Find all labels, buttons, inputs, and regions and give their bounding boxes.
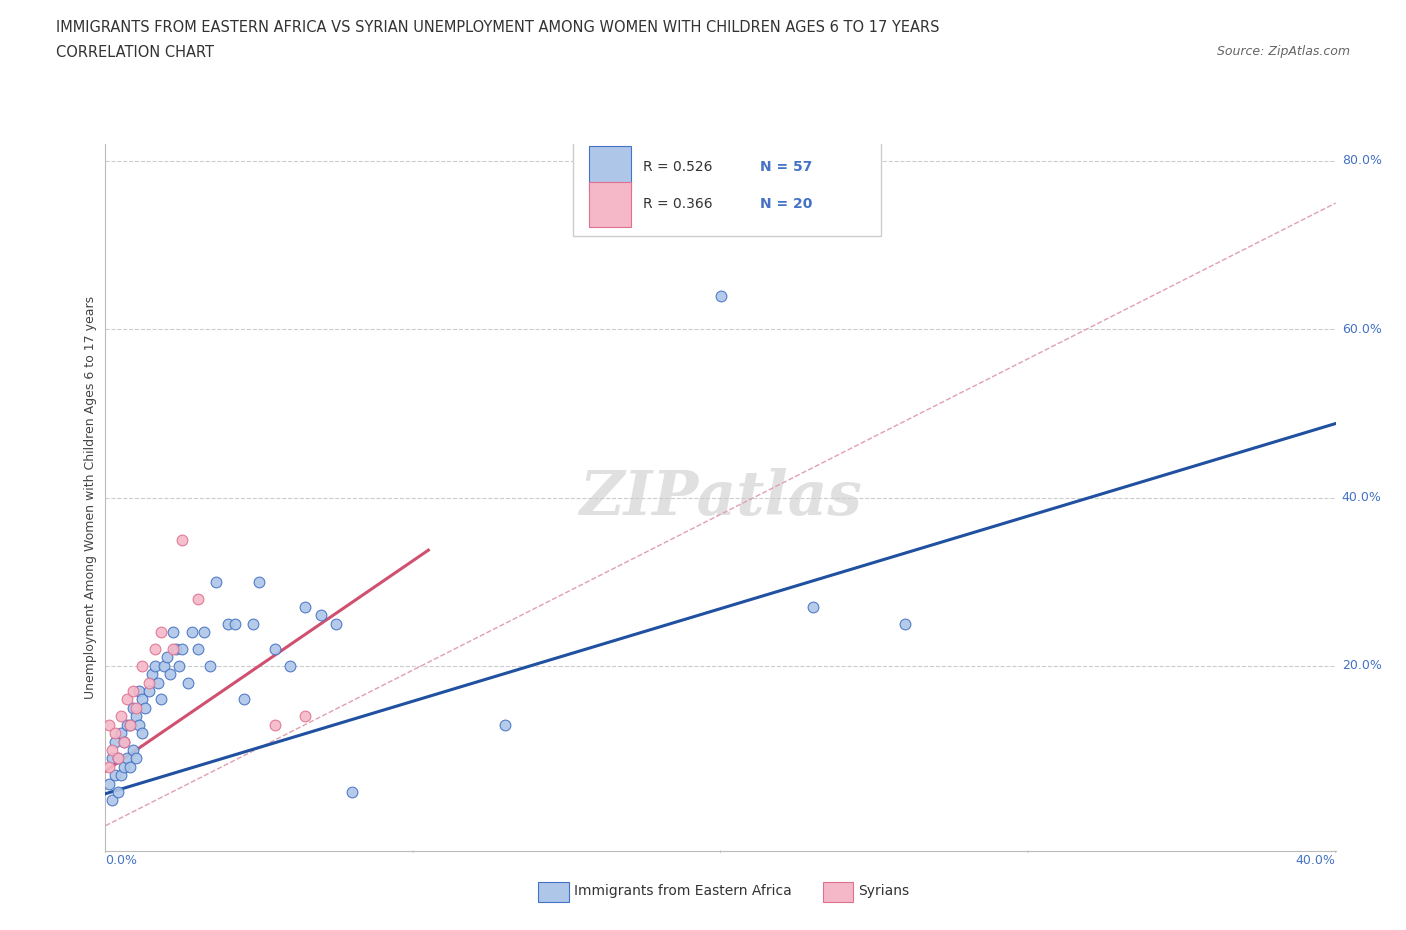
Point [112, 734, 135, 749]
Point [187, 591, 209, 606]
Point [494, 717, 516, 732]
Point [104, 725, 127, 740]
Point [710, 288, 733, 303]
Point [218, 617, 240, 631]
Point [107, 751, 129, 765]
Point [125, 751, 148, 765]
Point [125, 709, 148, 724]
Point [325, 617, 347, 631]
Point [172, 642, 194, 657]
Point [104, 734, 127, 749]
Point [138, 684, 160, 698]
Point [224, 617, 246, 631]
Text: 40.0%: 40.0% [1296, 855, 1336, 868]
Point [205, 574, 228, 589]
Text: ZIPatlas: ZIPatlas [579, 468, 862, 527]
Point [107, 751, 129, 765]
Point [242, 617, 264, 631]
Text: 0.0%: 0.0% [105, 855, 138, 868]
Point [131, 658, 153, 673]
Point [193, 625, 215, 640]
Point [115, 692, 138, 707]
Point [115, 751, 138, 765]
Point [122, 684, 145, 698]
Point [172, 532, 194, 547]
Point [134, 700, 156, 715]
Point [294, 600, 316, 615]
Point [100, 793, 122, 808]
Point [247, 574, 270, 589]
Point [97, 717, 120, 732]
Point [165, 642, 187, 657]
Point [97, 777, 120, 791]
Point [128, 717, 150, 732]
Text: N = 57: N = 57 [761, 161, 813, 175]
Point [156, 650, 179, 665]
Point [122, 700, 145, 715]
Point [100, 742, 122, 757]
Y-axis label: Unemployment Among Women with Children Ages 6 to 17 years: Unemployment Among Women with Children A… [84, 296, 97, 699]
Point [110, 725, 132, 740]
Text: CORRELATION CHART: CORRELATION CHART [56, 45, 214, 60]
Point [141, 667, 163, 682]
Text: 60.0%: 60.0% [1341, 323, 1382, 336]
Point [131, 725, 153, 740]
Point [149, 692, 172, 707]
Text: R = 0.366: R = 0.366 [643, 197, 713, 211]
Point [894, 617, 917, 631]
Point [146, 675, 169, 690]
Text: Source: ZipAtlas.com: Source: ZipAtlas.com [1216, 45, 1350, 58]
Point [180, 625, 202, 640]
FancyBboxPatch shape [589, 146, 631, 192]
Point [177, 675, 200, 690]
Point [263, 642, 285, 657]
Text: 40.0%: 40.0% [1341, 491, 1382, 504]
Point [278, 658, 301, 673]
Point [100, 751, 122, 765]
Point [263, 717, 285, 732]
Point [143, 658, 166, 673]
Text: 80.0%: 80.0% [1341, 154, 1382, 167]
Point [112, 734, 135, 749]
Point [110, 709, 132, 724]
Point [120, 717, 141, 732]
Point [340, 785, 363, 800]
Point [138, 675, 160, 690]
Point [153, 658, 176, 673]
Point [232, 692, 254, 707]
Point [162, 642, 184, 657]
Point [294, 709, 316, 724]
Text: R = 0.526: R = 0.526 [643, 161, 713, 175]
Point [122, 742, 145, 757]
Point [162, 625, 184, 640]
Point [309, 608, 332, 623]
Point [198, 658, 221, 673]
Point [159, 667, 181, 682]
FancyBboxPatch shape [589, 181, 631, 227]
Point [120, 760, 141, 775]
Point [112, 760, 135, 775]
Text: IMMIGRANTS FROM EASTERN AFRICA VS SYRIAN UNEMPLOYMENT AMONG WOMEN WITH CHILDREN : IMMIGRANTS FROM EASTERN AFRICA VS SYRIAN… [56, 20, 939, 35]
Point [104, 768, 127, 783]
Point [128, 684, 150, 698]
Text: Immigrants from Eastern Africa: Immigrants from Eastern Africa [574, 884, 792, 898]
Point [143, 642, 166, 657]
Point [187, 642, 209, 657]
Point [110, 768, 132, 783]
FancyBboxPatch shape [574, 140, 880, 236]
Point [107, 785, 129, 800]
Point [169, 658, 191, 673]
Point [149, 625, 172, 640]
Point [97, 760, 120, 775]
Point [125, 700, 148, 715]
Text: 20.0%: 20.0% [1341, 659, 1382, 672]
Point [120, 717, 141, 732]
Point [131, 692, 153, 707]
Point [115, 717, 138, 732]
Text: N = 20: N = 20 [761, 197, 813, 211]
Point [801, 600, 824, 615]
Text: Syrians: Syrians [858, 884, 908, 898]
